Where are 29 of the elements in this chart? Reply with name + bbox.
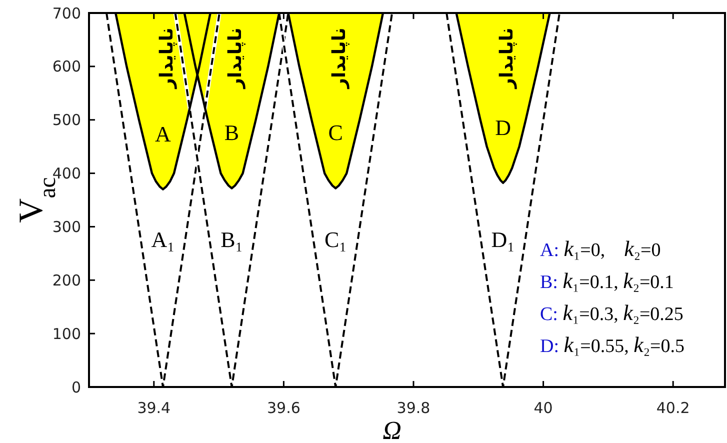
y-tick-label: 500	[52, 111, 81, 130]
annotation: C₁	[324, 227, 347, 252]
x-tick-label: 39.8	[396, 399, 430, 417]
y-tick-label: 300	[52, 218, 81, 236]
text: B: k₁=0.1, k₂=0.1	[540, 268, 674, 293]
y-tick-label: 700	[52, 4, 81, 22]
text: C: k₁=0.3, k₂=0.25	[540, 300, 684, 325]
annotation: D	[495, 114, 511, 140]
x-tick-label: 39.6	[266, 399, 300, 417]
annotation: A	[155, 121, 172, 146]
annotation: B	[224, 120, 240, 146]
annotation: ناپایدار	[225, 28, 246, 90]
text: D: k₁=0.55, k₂=0.5	[540, 332, 684, 357]
annotation: ناپایدار	[328, 28, 350, 90]
annotation: ناپایدار	[156, 28, 178, 90]
y-tick-label: 0	[71, 378, 81, 396]
x-tick-label: 39.4	[137, 399, 171, 417]
y-tick-label: 600	[52, 58, 81, 76]
annotation: B₁	[220, 227, 243, 252]
y-tick-label: 100	[52, 324, 81, 343]
annotation: ناپایدار	[496, 28, 518, 90]
text: A: k₁=0, k₂=0	[540, 236, 661, 261]
annotation: C	[328, 120, 343, 146]
x-axis-title: Ω	[382, 416, 402, 443]
x-tick-label: 40	[534, 399, 553, 417]
x-tick-label: 40.2	[656, 399, 690, 417]
y-tick-label: 200	[52, 271, 81, 290]
annotation: D₁	[491, 227, 515, 252]
annotation: A₁	[151, 227, 175, 252]
